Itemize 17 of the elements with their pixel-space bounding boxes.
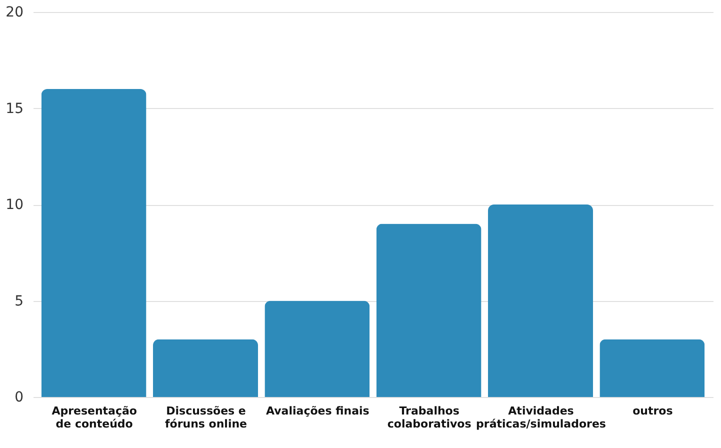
x-tick-label: Atividades práticas/simuladores <box>476 404 606 430</box>
y-tick-label: 15 <box>6 100 24 117</box>
bar <box>488 204 593 397</box>
bar <box>153 339 258 397</box>
bar <box>41 89 146 397</box>
y-tick-label: 20 <box>6 4 24 20</box>
bar <box>376 224 482 397</box>
y-tick-label: 10 <box>6 197 24 213</box>
y-tick-label: 5 <box>14 293 24 310</box>
y-tick-label: 0 <box>14 390 24 406</box>
x-tick-label: Apresentação de conteúdo <box>52 404 138 430</box>
x-tick-label: Trabalhos colaborativos <box>387 404 472 430</box>
x-tick-label: Discussões e fóruns online <box>164 404 248 430</box>
bar <box>600 339 705 397</box>
x-tick-label: Avaliações finais <box>266 404 370 418</box>
bar <box>264 300 370 397</box>
x-tick-label: outros <box>632 404 674 418</box>
